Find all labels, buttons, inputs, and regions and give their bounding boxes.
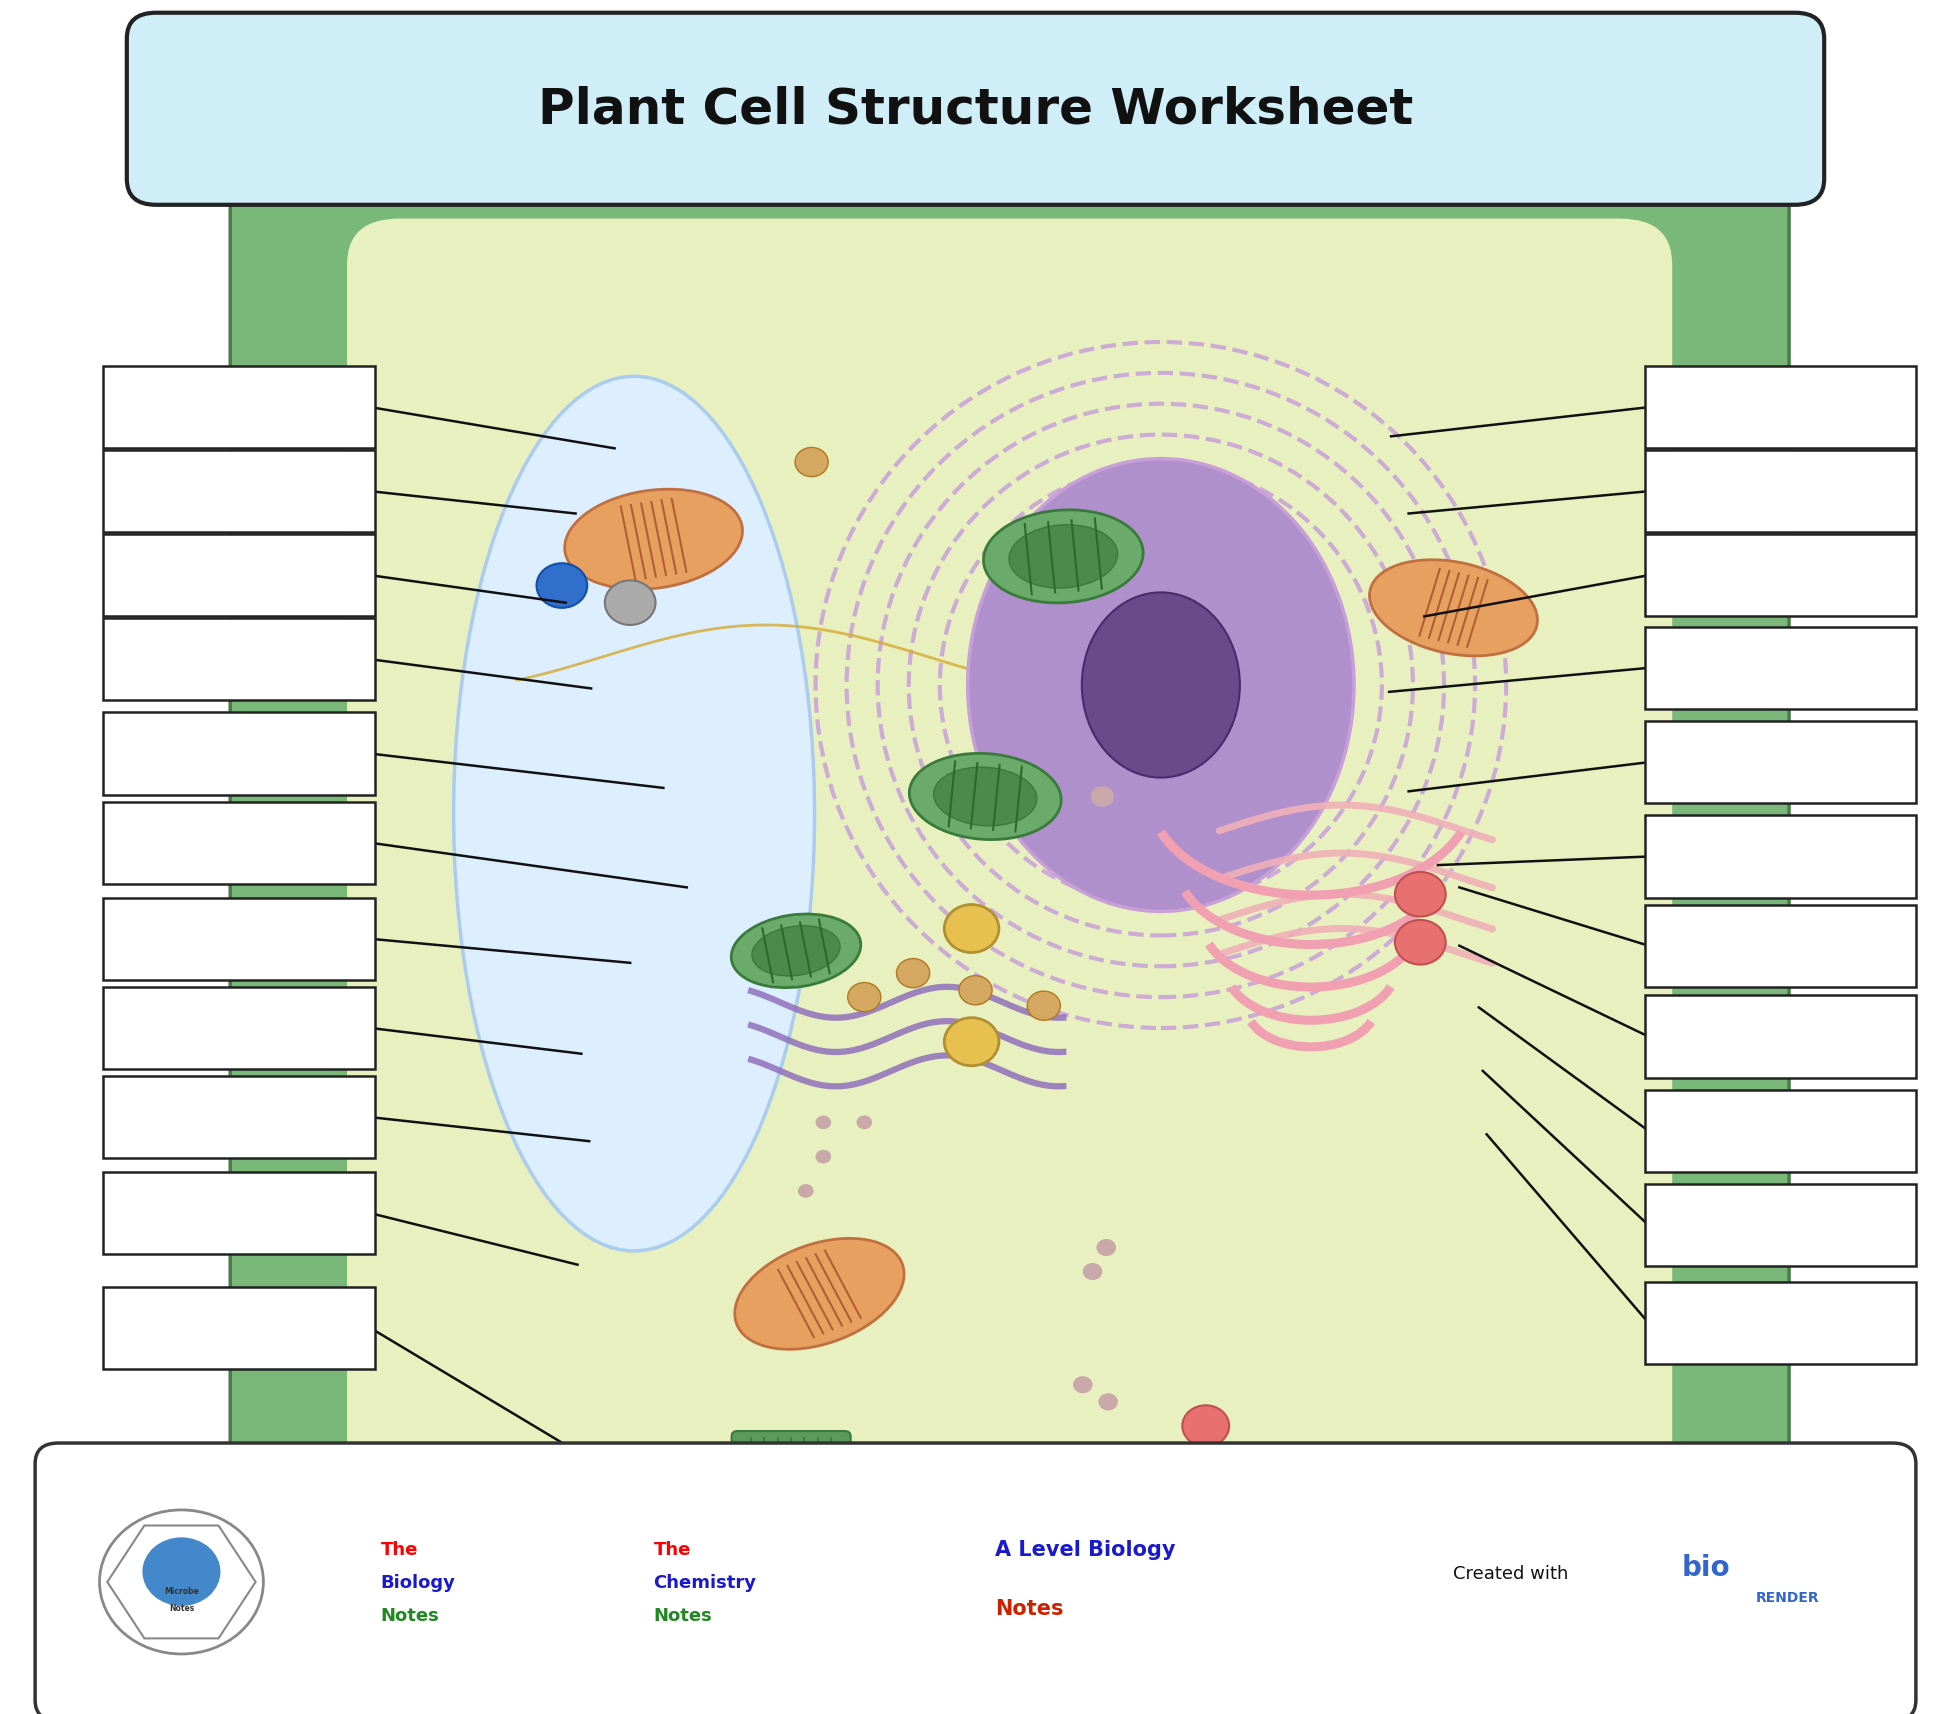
Text: Chemistry: Chemistry — [654, 1573, 757, 1591]
Circle shape — [960, 977, 991, 1004]
Text: Created with: Created with — [1453, 1565, 1569, 1582]
FancyBboxPatch shape — [1645, 367, 1916, 449]
FancyBboxPatch shape — [1645, 905, 1916, 987]
Text: Plant Cell Structure Worksheet: Plant Cell Structure Worksheet — [538, 86, 1413, 134]
Circle shape — [1395, 872, 1446, 917]
Circle shape — [847, 984, 880, 1011]
FancyBboxPatch shape — [127, 14, 1824, 206]
Circle shape — [897, 960, 931, 987]
FancyBboxPatch shape — [1645, 996, 1916, 1078]
Ellipse shape — [455, 377, 816, 1251]
FancyBboxPatch shape — [103, 987, 375, 1070]
Text: A Level Biology: A Level Biology — [995, 1539, 1176, 1560]
Text: Notes: Notes — [380, 1606, 439, 1623]
Circle shape — [1028, 991, 1061, 1022]
Ellipse shape — [1081, 593, 1241, 778]
FancyBboxPatch shape — [230, 117, 1789, 1649]
FancyBboxPatch shape — [103, 367, 375, 449]
FancyBboxPatch shape — [103, 535, 375, 617]
Circle shape — [798, 1184, 814, 1198]
FancyBboxPatch shape — [1645, 627, 1916, 710]
Circle shape — [1182, 1405, 1229, 1447]
Circle shape — [100, 1510, 263, 1654]
Ellipse shape — [968, 459, 1354, 912]
FancyBboxPatch shape — [345, 218, 1674, 1548]
Text: Biology: Biology — [380, 1573, 455, 1591]
Circle shape — [1395, 920, 1446, 965]
Ellipse shape — [732, 915, 860, 987]
FancyBboxPatch shape — [103, 898, 375, 980]
Ellipse shape — [983, 511, 1143, 603]
FancyBboxPatch shape — [103, 1172, 375, 1255]
Circle shape — [944, 905, 999, 953]
FancyBboxPatch shape — [103, 1287, 375, 1369]
Text: Notes: Notes — [170, 1603, 193, 1613]
Text: The: The — [654, 1541, 691, 1558]
FancyBboxPatch shape — [103, 1076, 375, 1159]
Text: The: The — [380, 1541, 418, 1558]
Text: Notes: Notes — [654, 1606, 712, 1623]
Ellipse shape — [564, 490, 743, 590]
FancyBboxPatch shape — [732, 1431, 851, 1476]
Circle shape — [1096, 1239, 1116, 1256]
FancyBboxPatch shape — [103, 451, 375, 533]
Circle shape — [605, 581, 656, 626]
Ellipse shape — [935, 768, 1036, 826]
Circle shape — [816, 1150, 831, 1164]
FancyBboxPatch shape — [1645, 1184, 1916, 1267]
FancyBboxPatch shape — [103, 713, 375, 795]
FancyBboxPatch shape — [1645, 816, 1916, 898]
Circle shape — [537, 564, 587, 608]
Circle shape — [796, 447, 827, 478]
Circle shape — [944, 1018, 999, 1066]
FancyBboxPatch shape — [1645, 451, 1916, 533]
Circle shape — [1083, 1263, 1102, 1280]
Ellipse shape — [909, 754, 1061, 840]
FancyBboxPatch shape — [1645, 722, 1916, 804]
Ellipse shape — [1009, 526, 1118, 588]
Circle shape — [1091, 787, 1114, 807]
FancyBboxPatch shape — [1645, 1090, 1916, 1172]
FancyBboxPatch shape — [35, 1443, 1916, 1714]
FancyBboxPatch shape — [1645, 535, 1916, 617]
Text: bio: bio — [1682, 1553, 1731, 1580]
Circle shape — [1073, 1376, 1093, 1393]
Ellipse shape — [751, 926, 841, 977]
Circle shape — [816, 1116, 831, 1130]
Circle shape — [142, 1537, 220, 1606]
FancyBboxPatch shape — [1645, 1282, 1916, 1364]
Ellipse shape — [736, 1239, 903, 1349]
Text: Microbe: Microbe — [164, 1585, 199, 1596]
FancyBboxPatch shape — [103, 619, 375, 701]
Circle shape — [1098, 1393, 1118, 1411]
Text: RENDER: RENDER — [1756, 1591, 1820, 1604]
FancyBboxPatch shape — [103, 802, 375, 884]
Ellipse shape — [1370, 560, 1537, 656]
Circle shape — [856, 1116, 872, 1130]
Text: Notes: Notes — [995, 1597, 1063, 1618]
